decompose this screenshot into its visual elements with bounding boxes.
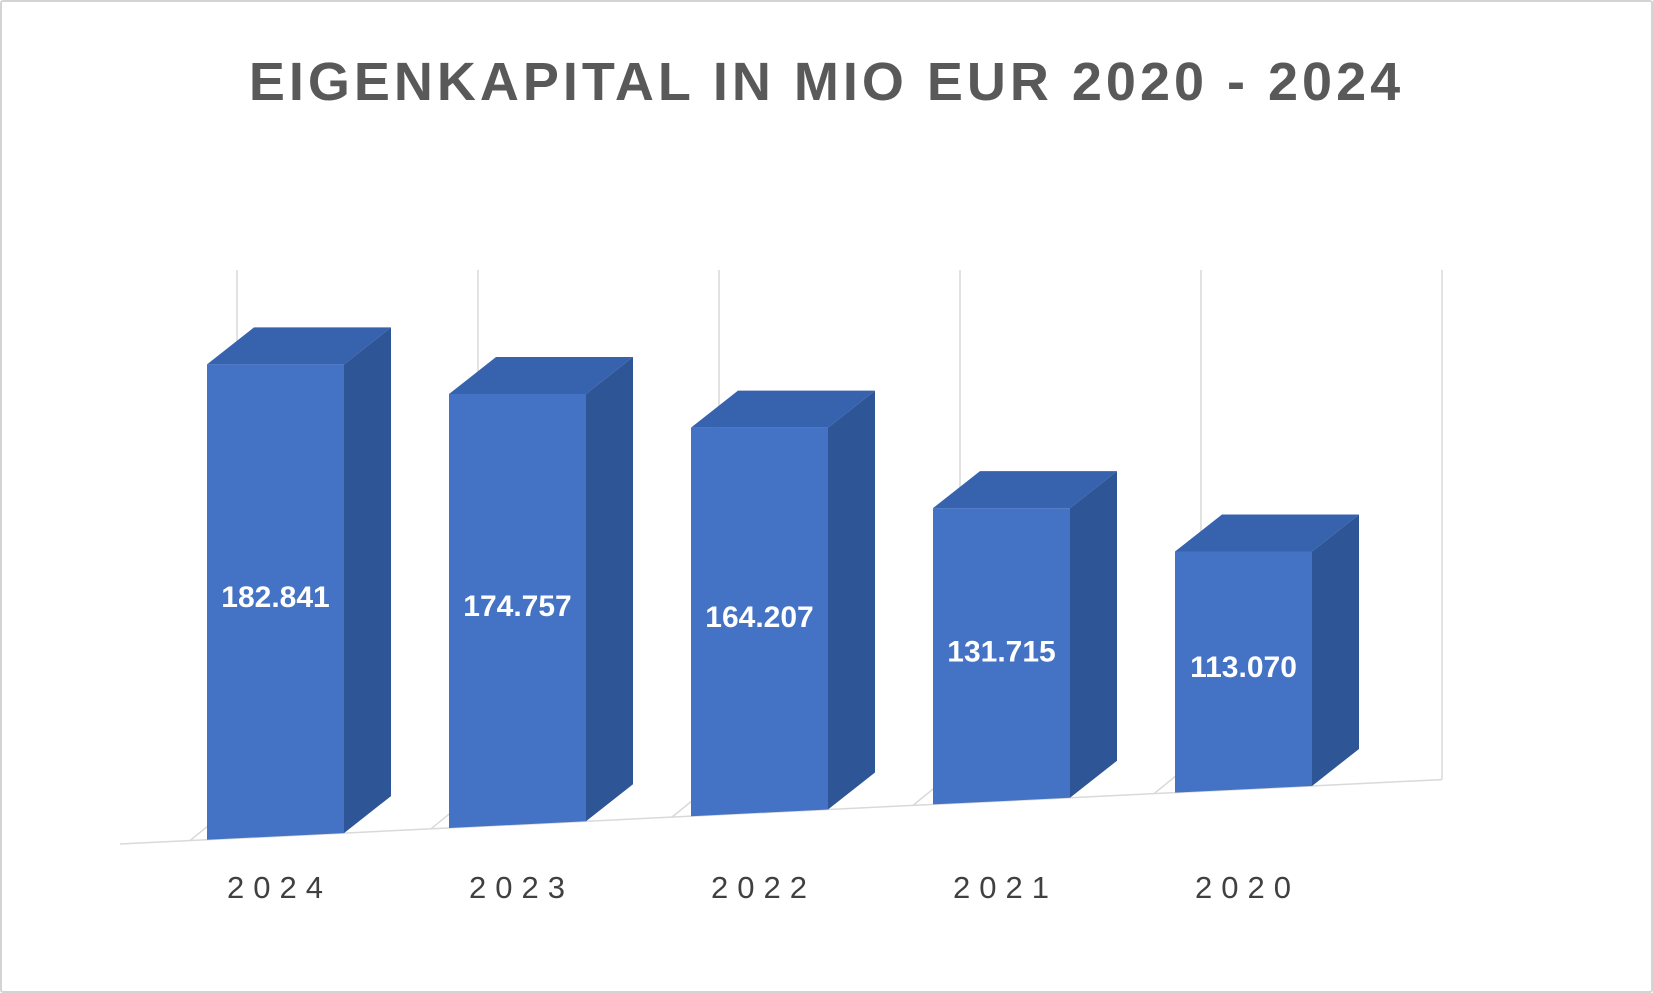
chart-title: EIGENKAPITAL IN MIO EUR 2020 - 2024 (248, 52, 1405, 112)
bar-value-label: 174.757 (463, 590, 571, 623)
bar-face-top[interactable] (207, 327, 391, 365)
category-label: 2024 (227, 870, 332, 905)
bar-face-front[interactable] (1175, 551, 1312, 793)
bar-face-side[interactable] (1070, 471, 1117, 798)
bar-2024[interactable]: 182.841 (207, 327, 391, 840)
bar-2022[interactable]: 164.207 (691, 390, 875, 817)
bar-value-label: 164.207 (705, 601, 813, 634)
bar-2020[interactable]: 113.070 (1175, 514, 1359, 793)
bar-face-front[interactable] (691, 427, 828, 817)
bar-face-front[interactable] (207, 364, 344, 840)
bar-value-label: 131.715 (947, 635, 1055, 668)
bar-face-side[interactable] (1312, 514, 1359, 786)
bar-face-side[interactable] (828, 390, 875, 810)
bar-face-top[interactable] (449, 357, 633, 395)
bar-2023[interactable]: 174.757 (449, 357, 633, 828)
bar-face-top[interactable] (691, 390, 875, 428)
bar-face-side[interactable] (344, 327, 391, 834)
bar-face-side[interactable] (586, 357, 633, 822)
category-label: 2022 (711, 870, 816, 905)
bar-value-label: 182.841 (221, 581, 329, 614)
bar-value-label: 113.070 (1190, 651, 1297, 684)
category-label: 2023 (469, 870, 574, 905)
bar-2021[interactable]: 131.715 (933, 471, 1117, 805)
category-label: 2020 (1195, 870, 1300, 905)
bar-face-front[interactable] (933, 508, 1070, 805)
bar-face-top[interactable] (933, 471, 1117, 509)
category-label: 2021 (953, 870, 1058, 905)
bar-face-top[interactable] (1175, 514, 1359, 552)
bar-face-front[interactable] (449, 394, 586, 828)
